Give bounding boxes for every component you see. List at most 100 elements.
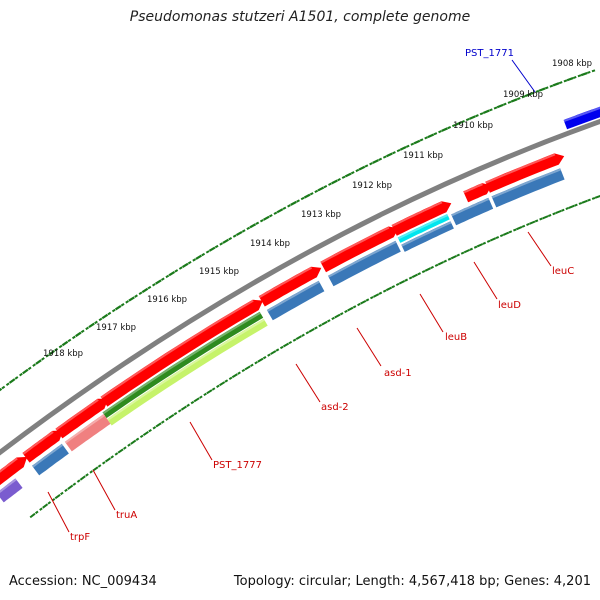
feature[interactable] [0, 478, 23, 503]
tick-mark [58, 344, 63, 349]
tick-mark [19, 372, 23, 377]
tick-mark [547, 214, 552, 217]
tick-mark [29, 512, 36, 519]
tick-mark [193, 397, 200, 403]
tick-mark [187, 260, 192, 265]
tick-mark [147, 285, 152, 290]
tick-mark [328, 182, 332, 186]
feature-track [0, 106, 600, 503]
tick-mark [524, 92, 532, 98]
tick-mark [495, 235, 500, 240]
cds-feature[interactable] [463, 183, 492, 203]
pst-1777-green[interactable] [102, 311, 264, 419]
tick-mark [372, 159, 379, 164]
gene-label[interactable]: leuD [498, 300, 521, 311]
cds-feature[interactable] [100, 299, 264, 407]
tick-mark [331, 179, 338, 185]
tick-mark [534, 219, 539, 223]
tick-mark [542, 215, 549, 220]
leuc-gene[interactable] [491, 168, 565, 208]
tick-mark [42, 503, 49, 509]
asd-1-gene[interactable] [327, 240, 401, 287]
tick-mark [473, 245, 478, 249]
leub-cyan[interactable] [397, 214, 450, 243]
tick-mark [152, 283, 156, 287]
tick-mark [526, 222, 530, 226]
tick-mark [231, 373, 238, 379]
tick-mark [395, 282, 400, 287]
tick-mark [39, 507, 43, 511]
tick-mark [206, 389, 213, 395]
tick-mark [211, 387, 216, 391]
tick-mark [85, 326, 90, 331]
tick-mark [421, 270, 426, 274]
tick-mark [479, 112, 484, 116]
tick-mark [460, 251, 465, 255]
tick-mark [475, 114, 479, 118]
tick-mark [135, 437, 140, 441]
tick-mark [352, 305, 357, 309]
pst-1771-feature[interactable] [563, 106, 600, 130]
gene-label[interactable]: asd-1 [384, 368, 412, 379]
tick-mark [60, 491, 64, 496]
tick-mark [219, 242, 224, 246]
tick-mark [168, 413, 175, 419]
cds-feature[interactable] [0, 456, 28, 490]
trua-gene[interactable] [64, 414, 111, 452]
tick-mark [405, 144, 410, 148]
gene-label[interactable]: leuB [445, 332, 467, 343]
tick-mark [235, 230, 243, 237]
gene-label[interactable]: trpF [70, 532, 90, 543]
tick-mark [80, 329, 85, 334]
tick-mark [441, 127, 448, 132]
gene-label[interactable]: asd-2 [321, 402, 349, 413]
tick-mark [350, 171, 355, 175]
tick-mark [437, 261, 445, 266]
tick-mark [434, 263, 439, 267]
asd-2-gene[interactable] [266, 280, 325, 321]
tick-mark [529, 220, 536, 225]
tick-mark [110, 455, 115, 459]
tick-mark [97, 464, 102, 468]
tick-mark [67, 484, 74, 490]
cds-feature[interactable] [320, 226, 399, 273]
tick-mark [591, 69, 596, 73]
gene-label[interactable]: leuC [552, 266, 574, 277]
tick-mark [438, 130, 442, 134]
tick-mark [195, 254, 203, 260]
gene-label[interactable]: PST_1771 [465, 48, 514, 59]
tick-mark [104, 457, 112, 463]
tick-mark [98, 317, 103, 322]
tick-mark [128, 296, 135, 302]
tick-mark [0, 387, 3, 392]
genome-backbone [0, 118, 600, 456]
tick-mark [451, 124, 456, 128]
tick-mark [228, 237, 233, 241]
tick-mark [463, 248, 471, 254]
cds-feature[interactable] [258, 266, 322, 307]
tick-mark [427, 133, 435, 139]
tick-mark [594, 194, 600, 199]
pst-1777-lime[interactable] [107, 318, 268, 426]
tick-mark [262, 355, 267, 360]
leub-gene[interactable] [401, 221, 454, 252]
cds-feature[interactable] [391, 201, 452, 236]
tick-mark [117, 448, 124, 454]
gene-label[interactable]: truA [116, 510, 137, 521]
tick-mark [76, 479, 81, 483]
tick-mark [456, 253, 461, 257]
cds-feature[interactable] [55, 398, 109, 439]
tick-mark [224, 379, 229, 383]
gene-label[interactable]: PST_1777 [213, 460, 262, 471]
tick-mark [476, 243, 484, 248]
cds-feature[interactable] [485, 153, 565, 193]
tick-mark [552, 82, 560, 87]
tick-mark [512, 228, 517, 232]
tick-mark [288, 340, 293, 345]
leud-gene[interactable] [451, 197, 494, 226]
tick-mark [419, 138, 424, 142]
cds-feature[interactable] [22, 430, 64, 463]
tick-mark [177, 409, 182, 413]
trpf-gene[interactable] [32, 443, 69, 476]
